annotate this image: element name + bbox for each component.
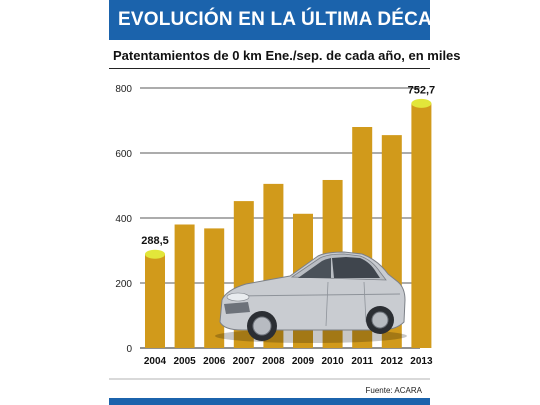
y-tick-label-200: 200 [115,279,132,290]
y-tick-label-0: 0 [126,344,132,355]
chart-title: EVOLUCIÓN EN LA ÚLTIMA DÉCADA [118,9,460,30]
x-tick-label-2010: 2010 [321,356,344,367]
data-label-2013: 752,7 [408,84,436,96]
car-rear-rim [371,311,389,329]
footer-bar [109,398,430,405]
axis-layer: 0 200 400 600 800 2004 2005 2006 2007 2008 2009 201… [109,84,436,380]
source-note: Fuente: ACARA [365,386,422,395]
x-tick-label-2008: 2008 [262,356,285,367]
chart-title-banner: EVOLUCIÓN EN LA ÚLTIMA DÉCADA [109,0,460,40]
data-label-2004: 288,5 [141,235,169,247]
bar-2006 [204,228,225,348]
bar-2013 [411,103,432,348]
car-front-rim [252,316,272,336]
y-tick-label-800: 800 [115,84,132,95]
car-grille [224,302,250,314]
x-tick-label-2004: 2004 [144,356,167,367]
x-tick-label-2009: 2009 [292,356,315,367]
x-tick-label-2012: 2012 [381,356,404,367]
bar-2005 [174,224,195,348]
car-illustration [215,251,407,343]
chart-subtitle: Patentamientos de 0 km Ene./sep. de cada… [113,48,461,63]
car-beltline [237,293,401,297]
car-door-line [325,281,367,327]
car-front-window [298,258,331,278]
car-rear-window [332,257,380,278]
y-tick-label-400: 400 [115,214,132,225]
x-tick-label-2011: 2011 [351,356,373,367]
bar-highlight-2013 [411,98,432,108]
x-tick-label-2005: 2005 [173,356,196,367]
x-tick-label-2013: 2013 [410,356,433,367]
car-headlight [226,292,250,302]
bar-highlight-2004 [145,249,165,259]
y-tick-label-600: 600 [115,149,132,160]
x-tick-label-2006: 2006 [203,356,226,367]
x-tick-label-2007: 2007 [233,356,256,367]
bar-2004 [145,254,165,348]
header-divider [109,68,430,69]
